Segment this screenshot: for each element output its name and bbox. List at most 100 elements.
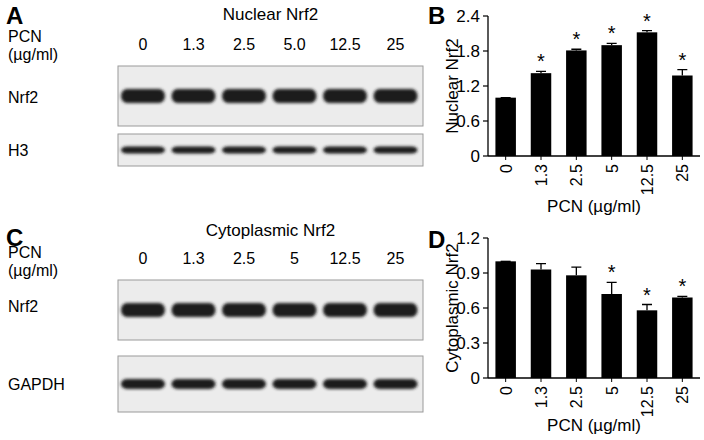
x-tick	[541, 378, 542, 382]
x-tick	[576, 378, 577, 382]
x-tick-label: 0	[498, 164, 515, 173]
blot-band	[273, 379, 317, 389]
blot-band	[323, 89, 367, 103]
bars	[495, 261, 692, 378]
x-tick	[682, 378, 683, 382]
panel-letter: A	[6, 2, 23, 29]
y-tick	[483, 50, 488, 51]
y-tick	[483, 342, 488, 343]
blot-title: Cytoplasmic Nrf2	[206, 221, 335, 240]
x-axis	[488, 155, 700, 156]
blot-band	[121, 89, 165, 103]
bar	[672, 298, 692, 379]
blot-band	[172, 89, 216, 103]
y-tick-label: 0	[471, 369, 480, 388]
blot-band	[374, 147, 418, 154]
x-tick-label: 25	[674, 386, 691, 404]
lane-label: 1.3	[182, 36, 204, 53]
blot-membrane	[118, 134, 423, 166]
blot-band	[222, 147, 266, 154]
y-tick	[483, 377, 488, 378]
bar	[566, 275, 586, 378]
blot-membrane	[118, 66, 423, 126]
x-tick	[611, 156, 612, 160]
error-bar	[501, 261, 511, 262]
blot-band	[374, 89, 418, 103]
lane-label: 25	[387, 250, 405, 267]
bar	[566, 50, 586, 156]
error-bar	[571, 267, 581, 275]
error-bar	[536, 264, 546, 270]
significance-marker: *	[608, 22, 616, 44]
y-tick	[483, 237, 488, 238]
bar	[531, 270, 551, 379]
bar-chart: B00.61.21.82.4*****01.32.5512.525PCN (µg…	[428, 2, 700, 216]
x-tick-label: 1.3	[533, 386, 550, 408]
x-tick-label: 0	[498, 386, 515, 395]
significance-marker: *	[608, 261, 616, 283]
lane-label: 5.0	[283, 36, 305, 53]
x-tick	[611, 378, 612, 382]
row-label: GAPDH	[8, 376, 65, 393]
lane-header: (µg/ml)	[8, 46, 58, 63]
significance-marker: *	[537, 50, 545, 72]
significance-marker: *	[572, 28, 580, 50]
x-axis-label: PCN (µg/ml)	[547, 197, 641, 216]
row-label: Nrf2	[8, 89, 38, 106]
blot-band	[121, 303, 165, 317]
y-axis-label: Nuclear Nrf2	[443, 38, 462, 133]
y-tick	[483, 15, 488, 16]
blot-panel: ANuclear Nrf2PCN(µg/ml)01.32.55.012.525N…	[6, 2, 423, 166]
blot-band	[222, 303, 266, 317]
panel-letter: B	[428, 2, 445, 29]
blot-membrane	[118, 280, 423, 340]
figure: ANuclear Nrf2PCN(µg/ml)01.32.55.012.525N…	[0, 0, 704, 440]
x-tick-label: 12.5	[639, 164, 656, 195]
row-label: H3	[8, 142, 29, 159]
lane-header: (µg/ml)	[8, 262, 58, 279]
y-tick-label: 0	[471, 147, 480, 166]
y-tick	[483, 307, 488, 308]
row-label: Nrf2	[8, 298, 38, 315]
lane-label: 12.5	[329, 250, 360, 267]
blot-band	[273, 89, 317, 103]
x-tick-label: 5	[604, 164, 621, 173]
blot-band	[121, 147, 165, 154]
bar	[672, 76, 692, 157]
y-tick	[483, 85, 488, 86]
y-tick-label: 2.4	[456, 7, 480, 26]
blot-band	[273, 303, 317, 317]
blot-membrane	[118, 356, 423, 412]
blot-band	[323, 379, 367, 389]
lane-label: 0	[139, 36, 148, 53]
significance-marker: *	[678, 275, 686, 297]
lane-label: 12.5	[329, 36, 360, 53]
blot-panel: CCytoplasmic Nrf2PCN(µg/ml)01.32.5512.52…	[6, 221, 423, 412]
blot-band	[172, 379, 216, 389]
lane-label: 2.5	[233, 250, 255, 267]
significance-marker: *	[643, 284, 651, 306]
lane-header: PCN	[8, 244, 42, 261]
error-bar	[501, 97, 511, 98]
significance-marker: *	[643, 10, 651, 32]
blot-band	[273, 147, 317, 154]
x-tick	[541, 156, 542, 160]
lane-label: 0	[139, 250, 148, 267]
x-tick-label: 2.5	[568, 386, 585, 408]
x-tick-label: 2.5	[568, 164, 585, 186]
x-axis	[488, 377, 700, 378]
significance-marker: *	[678, 49, 686, 71]
blot-band	[222, 89, 266, 103]
bar	[495, 261, 515, 378]
y-tick	[483, 272, 488, 273]
blot-band	[121, 379, 165, 389]
lane-label: 5	[290, 250, 299, 267]
x-tick-label: 5	[604, 386, 621, 395]
x-tick-label: 25	[674, 164, 691, 182]
error-bar	[607, 282, 617, 294]
lane-label: 25	[387, 36, 405, 53]
x-tick	[682, 156, 683, 160]
bars	[495, 31, 692, 156]
x-axis-label: PCN (µg/ml)	[547, 416, 641, 435]
bar	[531, 73, 551, 156]
